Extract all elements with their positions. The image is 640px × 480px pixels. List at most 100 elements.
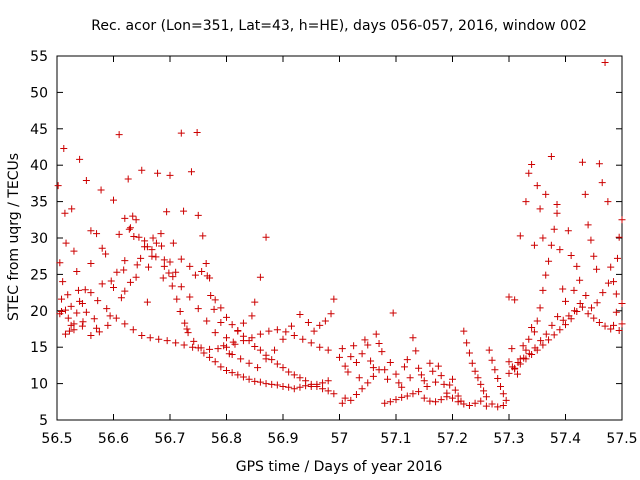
x-tick-label: 56.8: [211, 431, 242, 447]
data-point: [352, 391, 360, 399]
data-point: [553, 209, 561, 217]
data-point: [302, 377, 310, 385]
data-point: [364, 379, 372, 387]
data-point: [590, 252, 598, 260]
data-point: [152, 253, 160, 261]
data-point: [406, 374, 414, 382]
data-point: [159, 274, 167, 282]
data-point: [542, 271, 550, 279]
x-tick-label: 56.9: [267, 431, 298, 447]
data-point: [184, 329, 192, 337]
data-point: [186, 262, 194, 270]
data-point: [163, 337, 171, 345]
data-point: [601, 322, 609, 330]
data-point: [358, 385, 366, 393]
data-point: [587, 304, 595, 312]
data-point: [206, 353, 214, 361]
data-point: [330, 295, 338, 303]
data-point: [112, 314, 120, 322]
data-point: [256, 346, 264, 354]
data-point: [432, 398, 440, 406]
data-point: [251, 377, 259, 385]
data-point: [570, 286, 578, 294]
data-point: [74, 286, 82, 294]
data-point: [347, 396, 355, 404]
data-point: [61, 306, 69, 314]
data-point: [177, 283, 185, 291]
data-point: [177, 129, 185, 137]
data-point: [234, 371, 242, 379]
data-point: [612, 290, 620, 298]
data-point: [115, 230, 123, 238]
data-point: [187, 168, 195, 176]
data-point: [87, 289, 95, 297]
data-point: [82, 176, 90, 184]
data-point: [285, 368, 293, 376]
data-point: [564, 227, 572, 235]
data-point: [180, 207, 188, 215]
data-point: [228, 350, 236, 358]
data-point: [550, 225, 558, 233]
data-point: [117, 294, 125, 302]
x-tick-label: 57: [331, 431, 349, 447]
data-point: [508, 363, 516, 371]
data-point: [273, 326, 281, 334]
data-point: [193, 128, 201, 136]
data-point: [537, 337, 545, 345]
data-point: [533, 317, 541, 325]
data-point: [536, 205, 544, 213]
data-point: [239, 332, 247, 340]
data-point: [415, 388, 423, 396]
x-axis-title: GPS time / Days of year 2016: [236, 459, 443, 475]
data-point: [121, 257, 129, 265]
data-point: [381, 399, 389, 407]
data-point: [584, 221, 592, 229]
data-point: [217, 363, 225, 371]
data-point: [367, 357, 375, 365]
data-point: [378, 348, 386, 356]
data-point: [78, 322, 86, 330]
data-point: [426, 359, 434, 367]
y-axis-title: STEC from uqrg / TECUs: [6, 153, 22, 321]
data-point: [273, 360, 281, 368]
data-point: [556, 326, 564, 334]
data-point: [94, 297, 102, 305]
data-point: [528, 324, 536, 332]
data-point: [400, 363, 408, 371]
data-point: [556, 246, 564, 254]
data-point: [169, 239, 177, 247]
y-tick-label: 5: [39, 413, 48, 429]
data-point: [514, 358, 522, 366]
data-point: [239, 319, 247, 327]
data-point: [58, 295, 66, 303]
data-point: [361, 336, 369, 344]
x-tick-label: 56.5: [41, 431, 72, 447]
data-point: [248, 312, 256, 320]
y-tick-label: 45: [30, 122, 48, 138]
data-point: [245, 337, 253, 345]
data-point: [578, 158, 586, 166]
data-point: [279, 335, 287, 343]
data-point: [228, 321, 236, 329]
data-point: [135, 233, 143, 241]
data-point: [511, 296, 519, 304]
data-point: [228, 369, 236, 377]
data-point: [130, 233, 138, 241]
data-point: [528, 160, 536, 168]
data-point: [54, 182, 62, 190]
data-point: [172, 339, 180, 347]
data-point: [576, 276, 584, 284]
data-point: [59, 278, 67, 286]
data-point: [138, 166, 146, 174]
data-point: [488, 400, 496, 408]
data-point: [202, 259, 210, 267]
data-point: [169, 273, 177, 281]
data-point: [584, 310, 592, 318]
data-point: [553, 201, 561, 209]
data-point: [251, 298, 259, 306]
data-point: [132, 216, 140, 224]
data-point: [95, 328, 103, 336]
data-point: [593, 299, 601, 307]
data-point: [290, 332, 298, 340]
data-point: [126, 224, 134, 232]
